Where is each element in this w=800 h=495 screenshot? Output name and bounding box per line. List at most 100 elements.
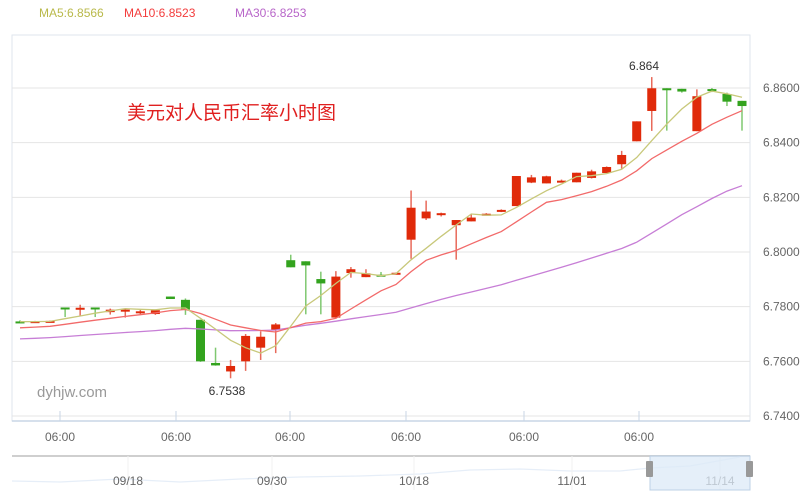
y-axis-label: 6.7600 (763, 354, 800, 368)
y-axis-label: 6.7400 (763, 409, 800, 423)
ma-legend: MA5:6.8566 MA10:6.8523 MA30:6.8253 (0, 6, 800, 22)
candle-body (150, 310, 160, 315)
candle-body (331, 276, 341, 318)
candle[interactable] (557, 179, 566, 183)
candle[interactable] (421, 200, 431, 221)
navigator-date-label: 10/18 (399, 474, 429, 488)
candle-body (692, 96, 702, 132)
candle[interactable] (587, 169, 597, 179)
ma5-line (19, 90, 743, 354)
candle-body (60, 307, 70, 310)
candle[interactable] (406, 190, 416, 259)
candle[interactable] (541, 175, 551, 184)
candle-body (466, 217, 476, 222)
candle-body (496, 209, 506, 212)
candle[interactable] (271, 323, 281, 354)
candle-body (286, 260, 296, 268)
candle[interactable] (90, 307, 100, 318)
candle[interactable] (226, 359, 236, 379)
candle[interactable] (256, 331, 266, 360)
plot-area (11, 34, 751, 422)
y-axis-label: 6.8000 (763, 245, 800, 259)
candle[interactable] (737, 100, 747, 131)
x-axis-label: 06:00 (275, 430, 305, 444)
candle-body (662, 88, 672, 91)
min-annotation: 6.7538 (209, 384, 246, 398)
candle-body (346, 269, 356, 274)
candle[interactable] (211, 347, 221, 366)
candle-body (436, 213, 446, 216)
candle-body (526, 177, 536, 183)
candle-body (135, 311, 145, 314)
y-axis-label: 6.7800 (763, 300, 800, 314)
candle-body (211, 362, 221, 366)
candle-body (165, 296, 175, 300)
navigator-series (11, 456, 741, 483)
candle-body (707, 89, 717, 92)
candle[interactable] (165, 296, 175, 300)
navigator-left-handle[interactable] (646, 461, 653, 477)
candle[interactable] (511, 176, 521, 207)
candle[interactable] (647, 77, 657, 131)
candle-body (256, 336, 266, 348)
candle-body (120, 309, 130, 312)
candle-body (196, 319, 205, 362)
candle[interactable] (436, 212, 446, 217)
candle[interactable] (617, 150, 627, 169)
navigator-date-label: 09/30 (257, 474, 287, 488)
max-annotation: 6.864 (629, 59, 659, 73)
ma10-line (19, 110, 743, 333)
candle[interactable] (722, 92, 732, 107)
candle[interactable] (331, 271, 341, 318)
navigator-right-handle[interactable] (746, 461, 753, 477)
candle-body (361, 273, 371, 278)
candle-body (541, 176, 551, 184)
ma30-legend[interactable]: MA30:6.8253 (235, 6, 307, 20)
candle-body (737, 100, 747, 107)
ma5-legend[interactable]: MA5:6.8566 (39, 6, 104, 20)
candle[interactable] (632, 121, 642, 142)
ma30-line (19, 185, 743, 340)
candle[interactable] (496, 209, 506, 213)
candle-body (406, 207, 416, 240)
candle-body (617, 154, 627, 165)
candle[interactable] (180, 298, 190, 315)
x-axis-label: 06:00 (161, 430, 191, 444)
x-axis-label: 06:00 (509, 430, 539, 444)
candle-body (316, 279, 326, 284)
candle[interactable] (60, 307, 70, 318)
candle[interactable] (286, 254, 296, 268)
candle-body (677, 88, 687, 92)
candle[interactable] (692, 89, 702, 132)
candle[interactable] (526, 174, 536, 184)
candle-body (421, 211, 431, 219)
navigator-date-label: 11/01 (557, 474, 586, 488)
candle-body (632, 121, 642, 142)
candle[interactable] (466, 213, 476, 222)
candle-body (180, 299, 190, 310)
candle[interactable] (316, 271, 326, 315)
candle[interactable] (241, 333, 251, 371)
y-axis-label: 6.8200 (763, 190, 800, 204)
candle[interactable] (196, 319, 205, 362)
candle[interactable] (677, 88, 687, 93)
candle-body (75, 307, 85, 310)
navigator-selection[interactable] (649, 455, 751, 491)
candle-body (557, 180, 566, 183)
candle[interactable] (135, 309, 145, 315)
candle[interactable] (572, 172, 582, 183)
candle-body (451, 220, 461, 226)
candle-body (587, 171, 597, 178)
x-axis-label: 06:00 (624, 430, 654, 444)
candle-body (15, 321, 25, 324)
navigator-date-label: 09/18 (113, 474, 143, 488)
x-axis-label: 06:00 (45, 430, 75, 444)
candle[interactable] (602, 166, 612, 174)
candle-body (572, 172, 582, 183)
candle[interactable] (75, 304, 85, 316)
ma10-legend[interactable]: MA10:6.8523 (124, 6, 196, 20)
candle-body (90, 307, 100, 310)
candle[interactable] (451, 220, 461, 260)
